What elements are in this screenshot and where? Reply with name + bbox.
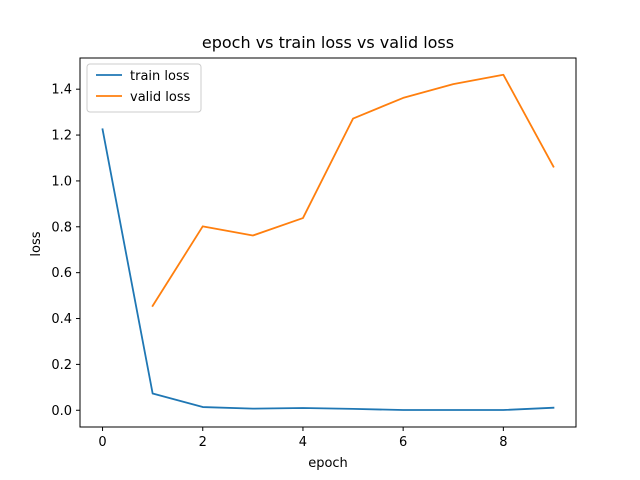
- chart-title: epoch vs train loss vs valid loss: [202, 33, 454, 52]
- y-tick-label: 1.2: [51, 129, 72, 144]
- legend-label: train loss: [130, 69, 190, 84]
- series-line-valid-loss: [151, 73, 555, 308]
- legend-box: [86, 63, 202, 113]
- y-tick-label: 1.0: [51, 174, 72, 189]
- x-axis-label: epoch: [308, 456, 348, 471]
- y-tick-label: 0.4: [51, 312, 72, 327]
- y-tick-label: 1.4: [51, 83, 72, 98]
- x-tick-label: 8: [499, 435, 507, 450]
- y-tick-label: 0.0: [51, 404, 72, 419]
- plot-area: 0 2 4 6 8 0.0 0.2 0.4 0.6 0.8 1.0 1.2 1.4 train loss v…: [51, 57, 577, 450]
- y-tick-label: 0.6: [51, 266, 72, 281]
- x-tick-label: 6: [399, 435, 407, 450]
- y-tick-label: 0.8: [51, 220, 72, 235]
- x-tick-label: 2: [199, 435, 207, 450]
- y-axis-label: loss: [29, 231, 44, 256]
- plot-frame: [79, 57, 577, 428]
- y-tick-label: 0.2: [51, 358, 72, 373]
- x-tick-label: 4: [299, 435, 307, 450]
- legend-label: valid loss: [130, 90, 191, 105]
- series-line-train-loss: [101, 128, 555, 411]
- x-tick-label: 0: [98, 435, 106, 450]
